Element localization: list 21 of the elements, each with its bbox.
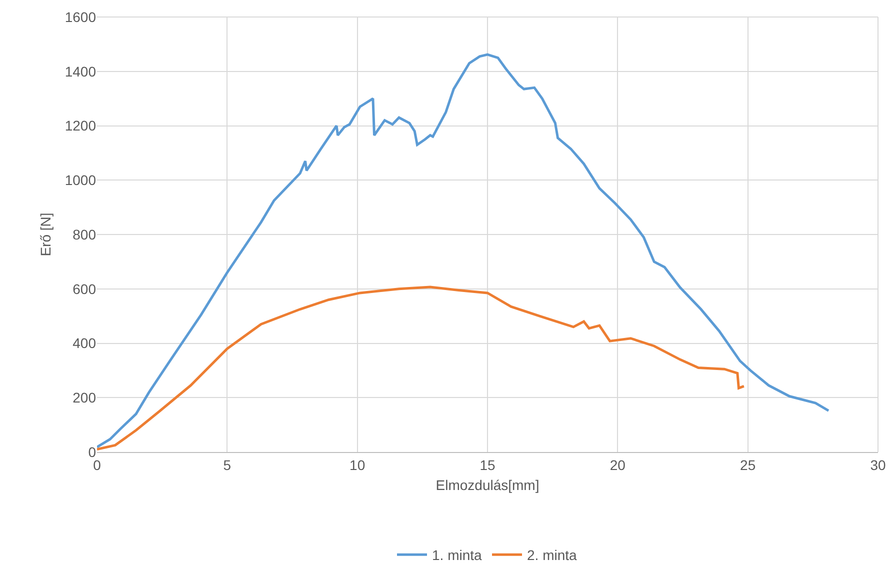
x-tick-label: 25 [740,456,756,473]
y-tick-label: 200 [72,390,96,406]
y-tick-label: 1400 [64,63,96,80]
y-tick-label: 1000 [64,172,96,188]
x-tick-label: 20 [610,456,626,473]
legend-label: 1. minta [432,547,482,564]
line-series [97,53,830,448]
y-tick-label: 600 [72,280,96,297]
x-axis-title: Elmozdulás[mm] [436,477,540,494]
y-axis-title: Erő [N] [37,212,54,256]
y-tick-label: 400 [72,335,96,352]
line-series [97,286,746,451]
y-tick-label: 800 [72,226,96,242]
y-tick-label: 0 [88,444,96,460]
y-tick-label: 1600 [64,8,96,25]
y-tick-label: 1200 [64,118,96,134]
x-tick-label: 10 [350,456,366,473]
x-tick-label: 5 [223,456,232,473]
x-tick-label: 30 [870,456,886,473]
legend-label: 2. minta [527,547,578,564]
x-tick-label: 15 [480,456,496,473]
